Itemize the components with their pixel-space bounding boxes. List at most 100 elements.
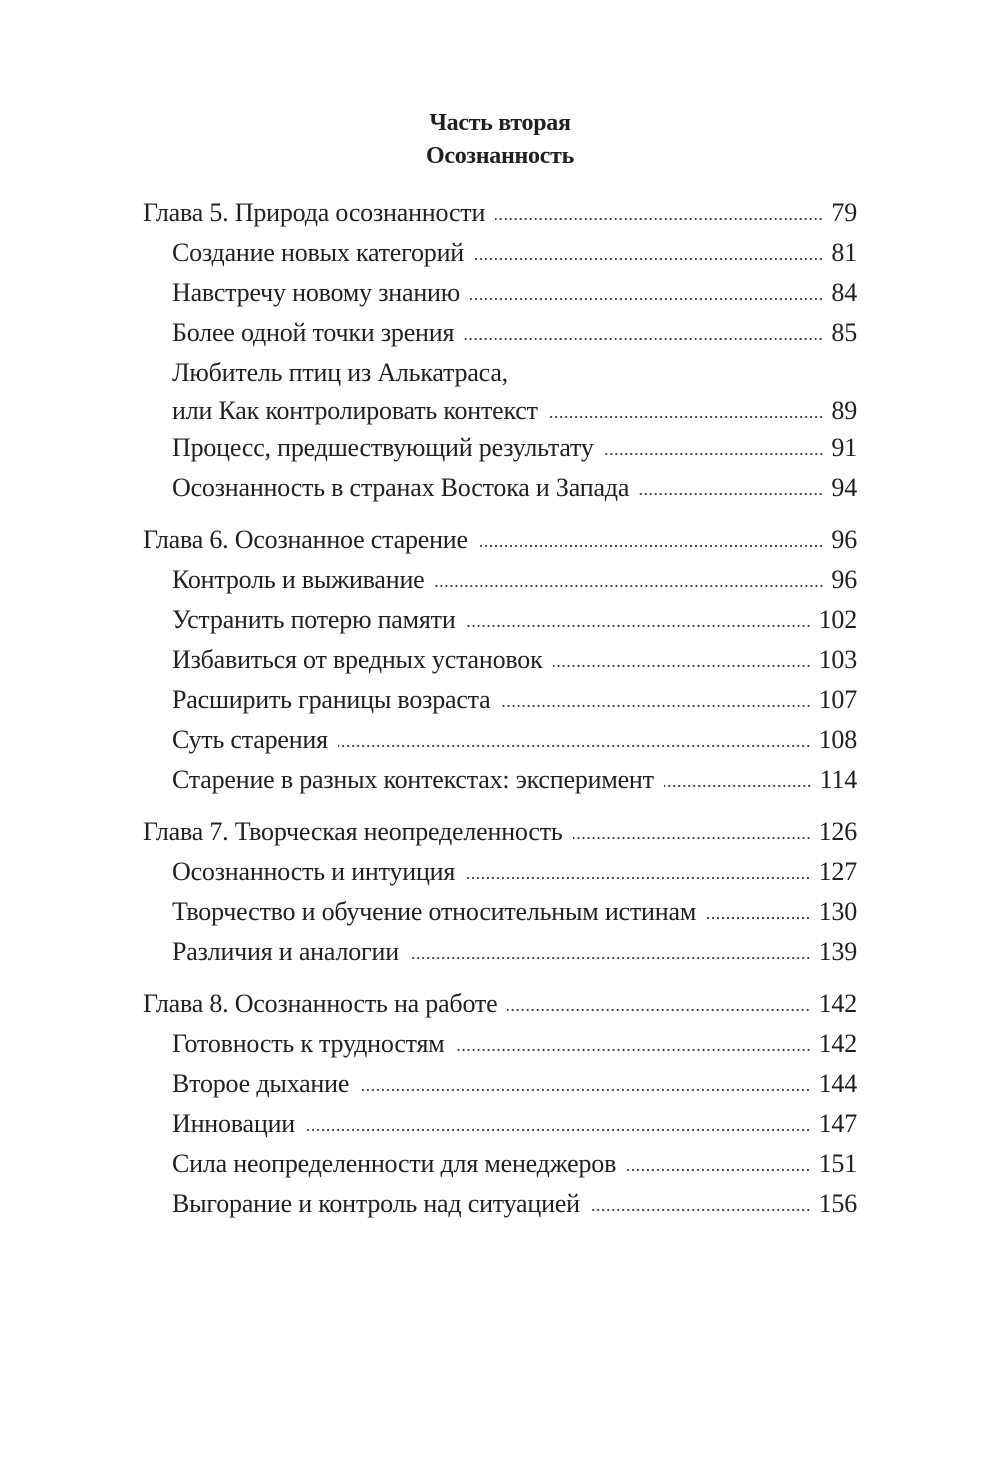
dot-leader <box>464 337 824 341</box>
page-number: 126 <box>818 817 858 846</box>
section-entry[interactable]: Более одной точки зрения 85 <box>143 313 857 353</box>
page-number: 107 <box>818 685 858 714</box>
section-entry[interactable]: Сила неопределенности для менеджеров 151 <box>143 1144 857 1184</box>
dot-leader <box>434 584 824 588</box>
chapter-group: Глава 6. Осознанное старение 96 Контроль и… <box>143 520 857 800</box>
page-number: 102 <box>818 605 858 634</box>
dot-leader <box>663 784 812 788</box>
dot-leader <box>465 876 811 880</box>
page-number: 103 <box>818 645 858 674</box>
chapter-group: Глава 7. Творческая неопределенность 126 О… <box>143 812 857 972</box>
page-number: 130 <box>818 897 858 926</box>
part-title: Осознанность <box>426 143 574 169</box>
page-number: 89 <box>831 396 857 425</box>
dot-leader <box>572 836 811 840</box>
page-number: 142 <box>818 1029 858 1058</box>
dot-leader <box>454 1048 811 1052</box>
entry-title: или Как контролировать контекст <box>172 396 538 425</box>
entry-title: Расширить границы возраста <box>172 685 491 714</box>
chapter-entry[interactable]: Глава 5. Природа осознанности 79 <box>143 193 857 233</box>
section-entry[interactable]: Осознанность в странах Востока и Запада 9… <box>143 468 857 508</box>
dot-leader <box>500 704 811 708</box>
section-entry[interactable]: Различия и аналогии 139 <box>143 932 857 972</box>
dot-leader <box>337 744 811 748</box>
entry-title: Процесс, предшествующий результату <box>172 433 594 462</box>
dot-leader <box>495 217 824 221</box>
entry-title: Осознанность в странах Востока и Запада <box>172 473 630 502</box>
chapter-group: Глава 8. Осознанность на работе 142 Готовн… <box>143 984 857 1224</box>
page-number: 151 <box>818 1149 858 1178</box>
dot-leader <box>474 257 824 261</box>
section-entry[interactable]: или Как контролировать контекст 89 <box>143 393 857 428</box>
page-number: 142 <box>818 989 858 1018</box>
page-number: 139 <box>818 937 858 966</box>
page-number: 114 <box>819 765 858 794</box>
page-number: 96 <box>831 565 857 594</box>
page-number: 85 <box>831 318 857 347</box>
dot-leader <box>305 1128 811 1132</box>
section-entry[interactable]: Контроль и выживание 96 <box>143 560 857 600</box>
entry-title: Творчество и обучение относительным исти… <box>172 897 697 926</box>
entry-title: Избавиться от вредных установок <box>172 645 543 674</box>
page-number: 79 <box>831 198 857 227</box>
section-entry[interactable]: Осознанность и интуиция 127 <box>143 852 857 892</box>
table-of-contents: Глава 5. Природа осознанности 79 Создание … <box>143 193 857 1236</box>
section-entry[interactable]: Старение в разных контекстах: эксперимен… <box>143 760 857 800</box>
dot-leader <box>408 956 811 960</box>
dot-leader <box>507 1008 811 1012</box>
page-number: 147 <box>818 1109 858 1138</box>
entry-title: Более одной точки зрения <box>172 318 455 347</box>
dot-leader <box>547 415 824 419</box>
dot-leader <box>552 664 811 668</box>
dot-leader <box>639 492 824 496</box>
entry-title: Осознанность и интуиция <box>172 857 456 886</box>
section-entry[interactable]: Навстречу новому знанию 84 <box>143 273 857 313</box>
page-number: 144 <box>818 1069 858 1098</box>
entry-title: Второе дыхание <box>172 1069 350 1098</box>
dot-leader <box>706 916 811 920</box>
dot-leader <box>465 624 811 628</box>
entry-title: Глава 7. Творческая неопределенность <box>143 817 563 846</box>
entry-title: Старение в разных контекстах: эксперимен… <box>172 765 654 794</box>
entry-title: Создание новых категорий <box>172 238 464 267</box>
entry-title: Сила неопределенности для менеджеров <box>172 1149 617 1178</box>
entry-title: Готовность к трудностям <box>172 1029 445 1058</box>
dot-leader <box>477 544 824 548</box>
section-entry[interactable]: Создание новых категорий 81 <box>143 233 857 273</box>
entry-title: Суть старения <box>172 725 328 754</box>
dot-leader <box>603 452 824 456</box>
dot-leader <box>359 1088 811 1092</box>
dot-leader <box>626 1168 811 1172</box>
section-entry[interactable]: Избавиться от вредных установок 103 <box>143 640 857 680</box>
chapter-group: Глава 5. Природа осознанности 79 Создание … <box>143 193 857 508</box>
page-number: 96 <box>831 525 857 554</box>
section-entry[interactable]: Расширить границы возраста 107 <box>143 680 857 720</box>
chapter-entry[interactable]: Глава 8. Осознанность на работе 142 <box>143 984 857 1024</box>
page-number: 91 <box>831 433 857 462</box>
page-number: 84 <box>831 278 857 307</box>
chapter-entry[interactable]: Глава 7. Творческая неопределенность 126 <box>143 812 857 852</box>
entry-title: Глава 8. Осознанность на работе <box>143 989 498 1018</box>
section-entry[interactable]: Любитель птиц из Алькатраса, <box>143 353 857 393</box>
chapter-entry[interactable]: Глава 6. Осознанное старение 96 <box>143 520 857 560</box>
entry-title: Выгорание и контроль над ситуацией <box>172 1189 580 1218</box>
section-entry[interactable]: Готовность к трудностям 142 <box>143 1024 857 1064</box>
section-entry[interactable]: Второе дыхание 144 <box>143 1064 857 1104</box>
section-entry[interactable]: Устранить потерю памяти 102 <box>143 600 857 640</box>
entry-title: Инновации <box>172 1109 296 1138</box>
page-number: 127 <box>818 857 858 886</box>
entry-title: Контроль и выживание <box>172 565 425 594</box>
section-entry[interactable]: Творчество и обучение относительным исти… <box>143 892 857 932</box>
section-entry[interactable]: Процесс, предшествующий результату 91 <box>143 428 857 468</box>
page-number: 108 <box>818 725 858 754</box>
entry-title: Глава 5. Природа осознанности <box>143 198 486 227</box>
entry-title: Любитель птиц из Алькатраса, <box>172 358 508 387</box>
part-label: Часть вторая <box>429 110 571 136</box>
section-entry[interactable]: Суть старения 108 <box>143 720 857 760</box>
page-number: 94 <box>831 473 857 502</box>
page-number: 156 <box>818 1189 858 1218</box>
dot-leader <box>469 297 824 301</box>
entry-title: Навстречу новому знанию <box>172 278 460 307</box>
section-entry[interactable]: Выгорание и контроль над ситуацией 156 <box>143 1184 857 1224</box>
section-entry[interactable]: Инновации 147 <box>143 1104 857 1144</box>
